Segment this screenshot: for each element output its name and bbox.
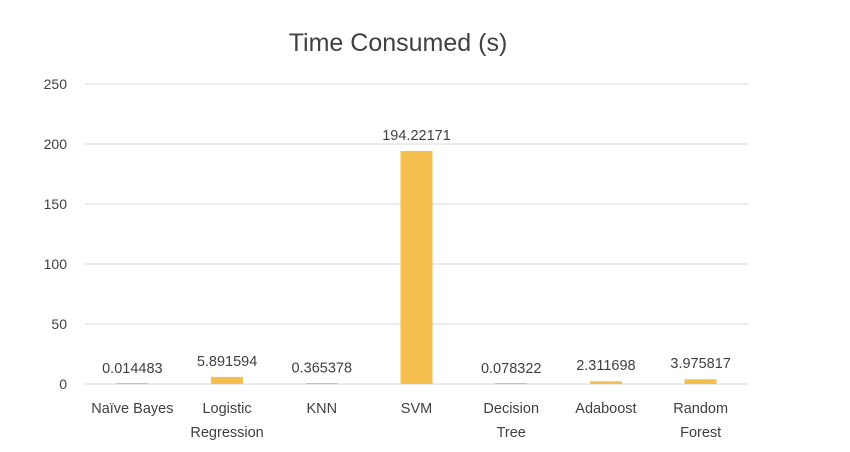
x-category-label-line: Forest — [680, 425, 721, 441]
x-category-label-line: SVM — [401, 401, 432, 417]
x-category-label: Adaboost — [575, 401, 636, 417]
bar — [684, 379, 717, 384]
bars — [116, 150, 717, 384]
x-category-label-line: Regression — [190, 425, 263, 441]
y-tick-label: 200 — [44, 136, 68, 152]
chart-title: Time Consumed (s) — [289, 29, 508, 57]
y-tick-label: 50 — [51, 316, 67, 332]
data-label: 194.22171 — [382, 128, 451, 144]
y-tick-label: 100 — [44, 256, 68, 272]
data-label: 0.365378 — [292, 361, 352, 377]
x-category-label: KNN — [306, 401, 337, 417]
x-category-label-line: Logistic — [202, 401, 251, 417]
y-tick-label: 0 — [59, 376, 67, 392]
y-tick-label: 150 — [44, 196, 68, 212]
y-axis-ticks: 0 50 100 150 200 250 — [44, 76, 68, 392]
x-category-label-line: Tree — [497, 425, 526, 441]
bar — [400, 150, 433, 384]
x-category-label: Decision Tree — [483, 401, 539, 441]
data-label: 3.975817 — [670, 356, 730, 372]
x-category-label-line: Adaboost — [575, 401, 636, 417]
x-category-label-line: Random — [673, 401, 728, 417]
data-label: 2.311698 — [576, 358, 635, 374]
x-category-label-line: Naïve Bayes — [91, 401, 173, 417]
data-label: 0.078322 — [481, 361, 541, 377]
x-category-label-line: KNN — [306, 401, 337, 417]
x-category-label: Logistic Regression — [190, 401, 263, 441]
bar — [305, 383, 338, 384]
x-axis-categories: Naïve Bayes Logistic Regression KNN SVM Decis… — [91, 401, 728, 441]
x-category-label-line: Decision — [483, 401, 539, 417]
bar — [211, 376, 244, 384]
x-category-label: SVM — [401, 401, 432, 417]
x-category-label: Random Forest — [673, 401, 728, 441]
y-tick-label: 250 — [44, 76, 68, 92]
bar — [495, 383, 528, 384]
bar — [116, 383, 149, 384]
x-category-label: Naïve Bayes — [91, 401, 173, 417]
bar — [589, 381, 622, 384]
data-label: 5.891594 — [197, 354, 257, 370]
data-labels: 0.014483 5.891594 0.365378 194.22171 0.07832… — [102, 128, 731, 377]
data-label: 0.014483 — [102, 361, 162, 377]
